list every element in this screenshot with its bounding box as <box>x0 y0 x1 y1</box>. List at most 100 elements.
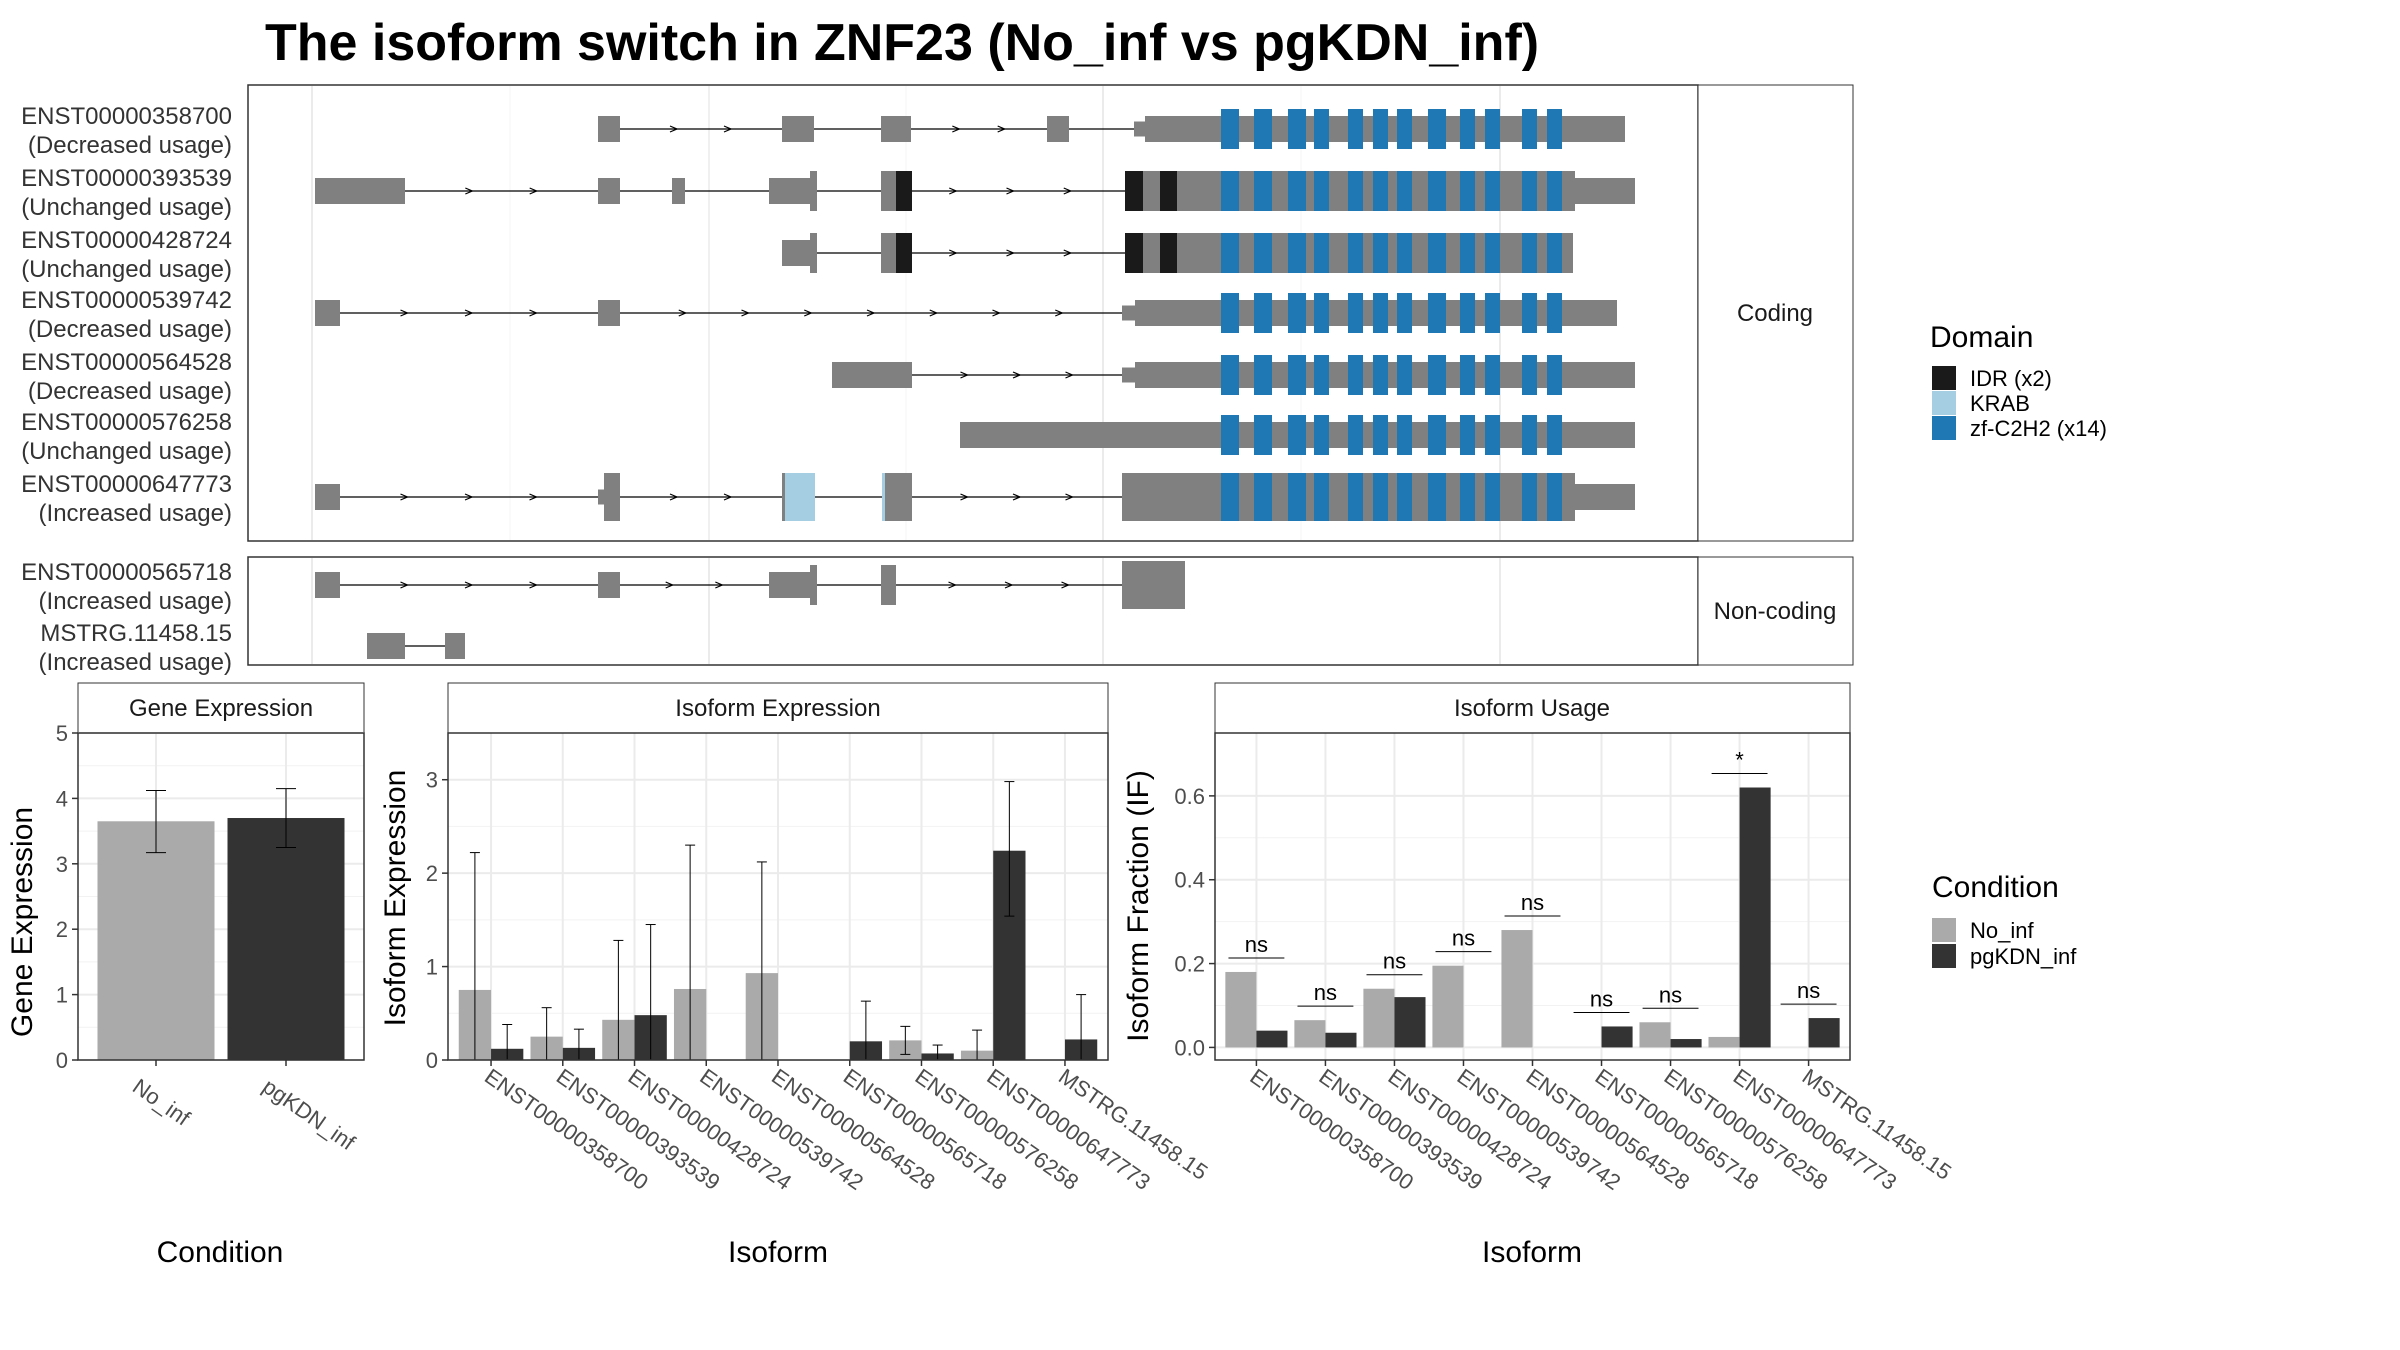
strand-arrow <box>992 309 1002 317</box>
zf-c2h2-domain <box>1314 415 1329 455</box>
zf-c2h2-domain <box>1373 233 1388 273</box>
figure-title: The isoform switch in ZNF23 (No_inf vs p… <box>265 14 1539 72</box>
exon <box>598 300 620 326</box>
exon <box>881 171 896 211</box>
exon <box>598 572 620 598</box>
significance-label: ns <box>1452 926 1475 951</box>
gene-expression-chart: Gene Expression 0 1 2 3 4 5 No_inf pgKDN_inf Co… <box>6 682 365 1269</box>
strand-arrow <box>464 581 474 589</box>
zf-c2h2-domain <box>1485 233 1500 273</box>
zf-c2h2-domain <box>1373 109 1388 149</box>
zf-c2h2-domain <box>1373 171 1388 211</box>
zf-c2h2-domain <box>1547 109 1562 149</box>
zf-c2h2-domain <box>1485 473 1500 521</box>
zf-c2h2-domain <box>1221 293 1239 333</box>
y-tick-label: 0.2 <box>1174 952 1205 977</box>
gene-expression-xlabel: Condition <box>157 1236 284 1269</box>
strand-arrow <box>949 249 958 257</box>
krab-domain <box>785 473 815 521</box>
zf-c2h2-domain <box>1397 233 1412 273</box>
zf-c2h2-domain <box>1314 171 1329 211</box>
legend-label: zf-C2H2 (x14) <box>1970 416 2107 441</box>
zf-c2h2-domain <box>1460 473 1475 521</box>
zf-c2h2-domain <box>1221 473 1239 521</box>
noncoding-strip <box>1697 556 1854 666</box>
zf-c2h2-domain <box>1314 109 1329 149</box>
idr-domain <box>896 171 912 211</box>
zf-c2h2-domain <box>1254 473 1272 521</box>
noncoding-panel <box>247 556 1699 666</box>
transcript-id: ENST00000565718 <box>21 559 232 586</box>
bar <box>1739 787 1771 1048</box>
legend-label: No_inf <box>1970 918 2034 943</box>
transcript-row: ENST00000565718(Increased usage) <box>21 559 1185 615</box>
plot-border <box>77 732 365 1061</box>
strand-arrow <box>1065 371 1075 379</box>
zf-c2h2-domain <box>1314 293 1329 333</box>
strand-arrow <box>804 309 813 317</box>
transcript-usage: (Increased usage) <box>39 649 232 676</box>
zf-c2h2-domain <box>1428 473 1446 521</box>
zf-c2h2-domain <box>1397 109 1412 149</box>
zf-c2h2-domain <box>1221 171 1239 211</box>
transcript-row: ENST00000564528(Decreased usage) <box>21 349 1635 405</box>
strand-arrow <box>400 493 410 501</box>
zf-c2h2-domain <box>1522 171 1537 211</box>
strand-arrow <box>1063 187 1073 195</box>
bar <box>1394 997 1426 1048</box>
zf-c2h2-domain <box>1288 171 1306 211</box>
transcript-id: ENST00000358700 <box>21 103 232 130</box>
zf-c2h2-domain <box>1397 415 1412 455</box>
y-tick-label: 0 <box>56 1048 68 1073</box>
exon <box>881 233 896 273</box>
y-tick-label: 2 <box>426 861 438 886</box>
exon <box>810 565 817 605</box>
zf-c2h2-domain <box>1373 415 1388 455</box>
y-tick-label: 5 <box>56 721 68 746</box>
transcript-row: ENST00000647773(Increased usage) <box>21 471 1635 527</box>
y-tick-label: 0 <box>426 1048 438 1073</box>
zf-c2h2-domain <box>1373 473 1388 521</box>
bar <box>1601 1026 1633 1048</box>
strand-arrow <box>1004 581 1014 589</box>
transcript-usage: (Unchanged usage) <box>21 194 232 221</box>
zf-c2h2-domain <box>1522 415 1537 455</box>
legend-key <box>1932 416 1956 440</box>
krab-domain <box>882 473 885 521</box>
strand-arrow <box>464 309 474 317</box>
bar <box>1708 1036 1740 1048</box>
transcript-row: ENST00000539742(Decreased usage) <box>21 287 1617 343</box>
exon <box>782 116 814 142</box>
isoform-expression-xlabel: Isoform <box>728 1236 828 1269</box>
condition-legend-title: Condition <box>1932 871 2059 904</box>
zf-c2h2-domain <box>1547 473 1562 521</box>
transcript-row: ENST00000358700(Decreased usage) <box>21 103 1625 159</box>
exon <box>445 633 465 659</box>
zf-c2h2-domain <box>1221 233 1239 273</box>
exon <box>832 362 912 388</box>
zf-c2h2-domain <box>1254 233 1272 273</box>
legend-label: pgKDN_inf <box>1970 944 2077 969</box>
bar <box>1363 988 1395 1048</box>
exon <box>810 233 817 273</box>
zf-c2h2-domain <box>1547 415 1562 455</box>
zf-c2h2-domain <box>1485 293 1500 333</box>
exon <box>1122 367 1135 383</box>
zf-c2h2-domain <box>1522 293 1537 333</box>
noncoding-strip-label: Non-coding <box>1714 598 1837 625</box>
strand-arrow <box>529 187 539 195</box>
strand-arrow <box>952 125 961 133</box>
zf-c2h2-domain <box>1428 355 1446 395</box>
strand-arrow <box>949 187 958 195</box>
exon <box>769 178 810 204</box>
strand-arrow <box>1063 249 1073 257</box>
exon <box>315 178 405 204</box>
y-tick-label: 0.6 <box>1174 784 1205 809</box>
exon <box>598 116 620 142</box>
gene-expression-ylabel: Gene Expression <box>6 807 39 1037</box>
isoform-usage-chart: Isoform Usage ns ns ns ns ns ns ns * ns 0.0 0.2 0.4… <box>1122 682 1956 1269</box>
zf-c2h2-domain <box>1460 293 1475 333</box>
zf-c2h2-domain <box>1522 473 1537 521</box>
transcript-id: ENST00000647773 <box>21 471 232 498</box>
